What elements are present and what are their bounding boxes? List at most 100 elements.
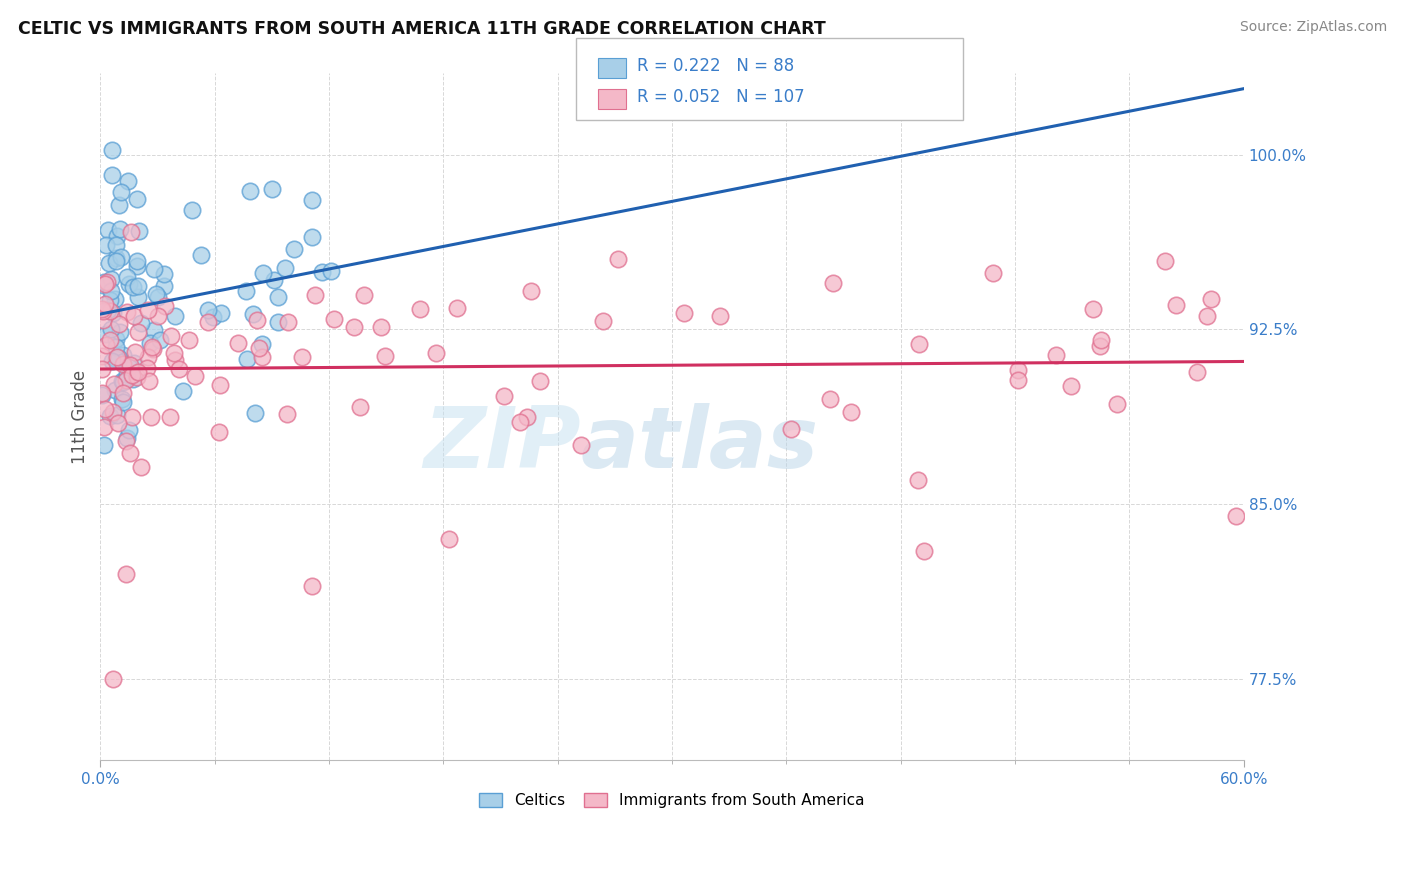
Point (105, 409, 128, 423)
Point (139, 335, 162, 350)
Point (1199, 292, 1222, 306)
Point (266, 290, 288, 304)
Point (155, 299, 177, 313)
Point (277, 315, 299, 329)
Point (108, 198, 131, 212)
Point (138, 374, 160, 388)
Point (1185, 365, 1208, 379)
Point (143, 262, 166, 277)
Point (780, 421, 803, 435)
Point (96, 275, 118, 289)
Point (208, 378, 231, 392)
Point (141, 341, 163, 355)
Point (104, 292, 127, 306)
Point (153, 278, 176, 293)
Point (111, 386, 134, 401)
Point (94, 238, 117, 252)
Point (821, 277, 844, 291)
Point (117, 174, 139, 188)
Point (1060, 379, 1083, 393)
Point (105, 332, 128, 346)
Point (120, 225, 142, 239)
Point (104, 254, 127, 268)
Point (592, 314, 614, 328)
Point (94, 326, 117, 341)
Point (107, 416, 129, 430)
Point (103, 376, 125, 391)
Point (127, 259, 149, 273)
Point (172, 384, 194, 398)
Point (105, 228, 128, 243)
Point (103, 672, 125, 686)
Point (146, 290, 169, 304)
Point (121, 409, 143, 424)
Point (100, 272, 122, 286)
Point (100, 322, 122, 336)
Point (1007, 373, 1029, 387)
Point (138, 351, 160, 365)
Point (290, 350, 312, 364)
Point (93, 275, 115, 289)
Point (101, 353, 124, 368)
Point (115, 566, 138, 581)
Point (105, 251, 128, 265)
Point (165, 352, 187, 367)
Point (125, 254, 148, 268)
Point (492, 389, 515, 403)
Point (115, 304, 138, 318)
Point (104, 340, 127, 354)
Point (839, 405, 862, 419)
Point (127, 369, 149, 384)
Point (127, 290, 149, 304)
Point (246, 312, 269, 326)
Point (91, 388, 114, 402)
Point (252, 266, 274, 280)
Point (103, 405, 125, 419)
Point (374, 349, 396, 363)
Point (110, 325, 132, 339)
Point (353, 288, 375, 302)
Point (165, 309, 187, 323)
Point (912, 543, 935, 558)
Point (98, 334, 121, 348)
Point (139, 409, 162, 424)
Point (242, 307, 264, 321)
Point (91, 362, 114, 376)
Point (125, 193, 148, 207)
Point (197, 303, 219, 318)
Point (118, 424, 141, 438)
Point (190, 248, 212, 262)
Text: atlas: atlas (581, 402, 818, 485)
Point (179, 333, 201, 347)
Point (114, 434, 136, 448)
Point (111, 375, 134, 389)
Legend: Celtics, Immigrants from South America: Celtics, Immigrants from South America (474, 788, 870, 814)
Point (105, 237, 128, 252)
Point (124, 356, 146, 370)
Point (118, 277, 141, 292)
Point (127, 365, 149, 379)
Point (127, 278, 149, 293)
Point (122, 372, 145, 386)
Point (103, 306, 125, 320)
Point (146, 309, 169, 323)
Point (98, 293, 121, 307)
Point (149, 333, 172, 347)
Point (509, 415, 531, 429)
Point (100, 284, 122, 298)
Point (202, 310, 225, 325)
Point (91, 313, 114, 327)
Point (516, 410, 538, 425)
Point (142, 342, 165, 356)
Point (1088, 338, 1111, 352)
Text: ZIP: ZIP (423, 402, 581, 485)
Point (103, 383, 125, 397)
Point (1045, 348, 1067, 362)
Point (208, 425, 231, 440)
Point (425, 346, 447, 360)
Point (250, 350, 273, 364)
Point (98, 303, 121, 318)
Point (122, 309, 145, 323)
Point (97, 256, 120, 270)
Point (167, 361, 190, 376)
